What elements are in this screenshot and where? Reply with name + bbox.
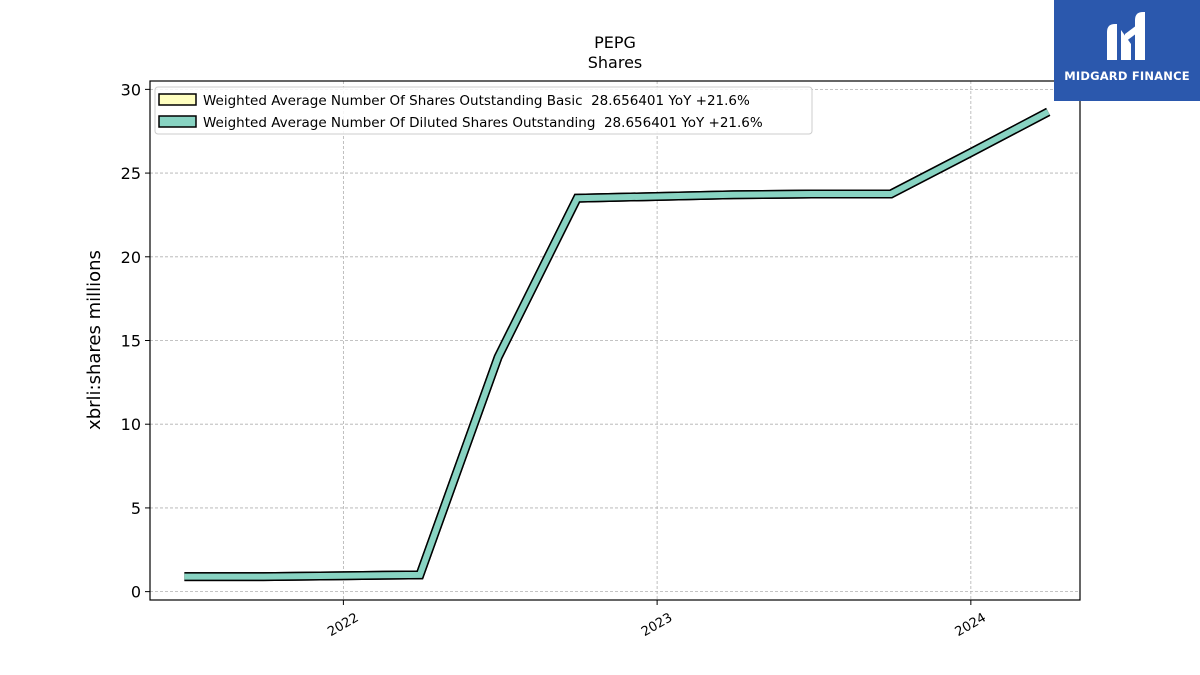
midgard-finance-logo: MIDGARD FINANCE — [1054, 0, 1200, 101]
legend-swatch-basic — [158, 93, 197, 106]
y-axis-ticks: 0 5 10 15 20 25 30 — [121, 80, 150, 602]
legend-swatch-diluted — [158, 115, 197, 128]
x-tick-label: 2022 — [325, 610, 361, 640]
x-tick-label: 2023 — [639, 610, 675, 640]
y-tick-label: 5 — [131, 499, 141, 518]
y-axis-label: xbrli:shares millions — [84, 250, 105, 430]
legend-label-basic: Weighted Average Number Of Shares Outsta… — [203, 93, 750, 109]
x-tick-label: 2024 — [953, 610, 989, 640]
legend-item-basic: Weighted Average Number Of Shares Outsta… — [158, 93, 750, 109]
legend-item-diluted: Weighted Average Number Of Diluted Share… — [158, 115, 763, 131]
y-tick-label: 30 — [121, 80, 141, 99]
y-tick-label: 0 — [131, 583, 141, 602]
chart-subtitle: Shares — [588, 53, 643, 72]
series-1-line — [184, 109, 1050, 580]
y-tick-label: 20 — [121, 248, 141, 267]
grid-lines — [150, 81, 1080, 600]
y-tick-label: 15 — [121, 332, 141, 351]
legend-label-diluted: Weighted Average Number Of Diluted Share… — [203, 115, 763, 131]
logo-text: MIDGARD FINANCE — [1064, 69, 1190, 83]
y-tick-label: 25 — [121, 164, 141, 183]
series-lines — [184, 107, 1051, 582]
midgard-logo-icon — [1107, 12, 1145, 60]
y-tick-label: 10 — [121, 415, 141, 434]
legend-box — [154, 86, 813, 135]
legend: Weighted Average Number Of Shares Outsta… — [154, 86, 813, 135]
x-axis-ticks: 2022 2023 2024 — [325, 600, 989, 640]
chart-title: PEPG — [594, 33, 636, 52]
